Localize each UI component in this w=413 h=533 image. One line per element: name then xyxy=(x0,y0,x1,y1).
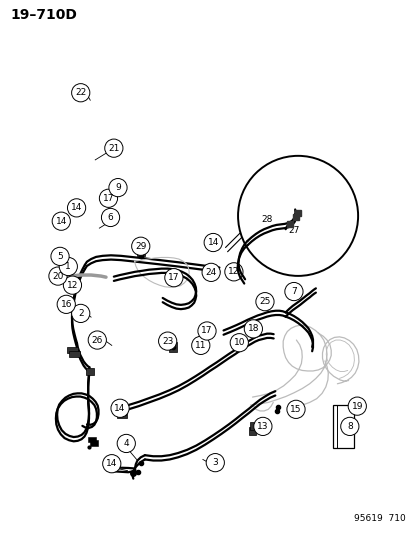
Text: 95619  710: 95619 710 xyxy=(354,514,405,523)
Bar xyxy=(116,413,127,418)
Text: 5: 5 xyxy=(57,252,63,261)
Circle shape xyxy=(255,293,273,311)
Bar xyxy=(69,351,79,357)
Text: 24: 24 xyxy=(205,268,216,277)
Text: 4: 4 xyxy=(123,439,129,448)
Bar xyxy=(67,347,78,353)
Circle shape xyxy=(191,336,209,354)
Bar xyxy=(250,422,257,431)
Circle shape xyxy=(67,199,85,217)
Text: 17: 17 xyxy=(201,327,212,335)
Circle shape xyxy=(52,212,70,230)
Text: 14: 14 xyxy=(106,459,117,468)
Text: 23: 23 xyxy=(161,337,173,345)
Bar xyxy=(248,427,256,435)
Circle shape xyxy=(284,221,302,239)
Text: 27: 27 xyxy=(287,226,299,235)
Circle shape xyxy=(131,237,150,255)
Circle shape xyxy=(224,263,242,281)
Circle shape xyxy=(104,139,123,157)
Bar xyxy=(250,327,256,336)
Circle shape xyxy=(197,322,216,340)
Circle shape xyxy=(51,247,69,265)
Text: 13: 13 xyxy=(256,422,268,431)
Text: 26: 26 xyxy=(91,336,103,344)
Bar xyxy=(293,217,300,223)
Bar xyxy=(136,247,145,255)
Circle shape xyxy=(111,399,129,417)
Text: 21: 21 xyxy=(108,144,119,152)
Circle shape xyxy=(230,334,248,352)
Text: 18: 18 xyxy=(247,325,259,333)
Circle shape xyxy=(101,208,119,227)
Bar xyxy=(288,225,295,231)
Circle shape xyxy=(164,269,183,287)
Circle shape xyxy=(57,295,75,313)
Bar xyxy=(86,368,94,375)
Text: 15: 15 xyxy=(290,405,301,414)
Circle shape xyxy=(99,189,117,207)
Circle shape xyxy=(244,320,262,338)
Circle shape xyxy=(253,417,271,435)
Text: 2: 2 xyxy=(78,309,83,318)
Circle shape xyxy=(88,331,106,349)
Text: 19: 19 xyxy=(351,402,362,410)
Text: 12: 12 xyxy=(228,268,239,276)
Circle shape xyxy=(102,455,121,473)
Text: 8: 8 xyxy=(346,422,352,431)
Bar xyxy=(169,342,176,352)
Circle shape xyxy=(237,156,357,276)
Text: 17: 17 xyxy=(168,273,179,282)
Circle shape xyxy=(71,84,90,102)
Circle shape xyxy=(204,233,222,252)
Text: 14: 14 xyxy=(207,238,218,247)
Circle shape xyxy=(284,282,302,301)
Circle shape xyxy=(257,211,275,229)
Circle shape xyxy=(63,276,81,294)
Text: 6: 6 xyxy=(107,213,113,222)
Text: 3: 3 xyxy=(212,458,218,467)
Circle shape xyxy=(340,417,358,435)
Bar xyxy=(290,221,298,227)
Text: 19–710D: 19–710D xyxy=(10,8,77,22)
Text: 16: 16 xyxy=(60,300,72,309)
Text: 17: 17 xyxy=(102,194,114,203)
Circle shape xyxy=(49,267,67,285)
Text: 14: 14 xyxy=(55,217,67,225)
Bar xyxy=(90,440,98,446)
Circle shape xyxy=(59,257,77,276)
Bar xyxy=(88,437,96,442)
Text: 11: 11 xyxy=(195,341,206,350)
Text: 14: 14 xyxy=(114,404,126,413)
Text: 28: 28 xyxy=(261,215,272,224)
Text: 9: 9 xyxy=(115,183,121,192)
Text: 14: 14 xyxy=(71,204,82,212)
Circle shape xyxy=(109,179,127,197)
Bar xyxy=(116,409,126,415)
Text: 20: 20 xyxy=(52,272,64,280)
Circle shape xyxy=(202,263,220,281)
Text: 29: 29 xyxy=(135,242,146,251)
Circle shape xyxy=(286,400,304,418)
FancyBboxPatch shape xyxy=(332,405,353,448)
Text: 12: 12 xyxy=(66,281,78,289)
Text: 22: 22 xyxy=(75,88,86,97)
Text: 10: 10 xyxy=(233,338,244,347)
Circle shape xyxy=(347,397,366,415)
Text: 1: 1 xyxy=(65,262,71,271)
Circle shape xyxy=(158,332,176,350)
Text: 25: 25 xyxy=(259,297,270,306)
Text: 7: 7 xyxy=(290,287,296,296)
Circle shape xyxy=(206,454,224,472)
Circle shape xyxy=(117,434,135,453)
Circle shape xyxy=(71,304,90,322)
